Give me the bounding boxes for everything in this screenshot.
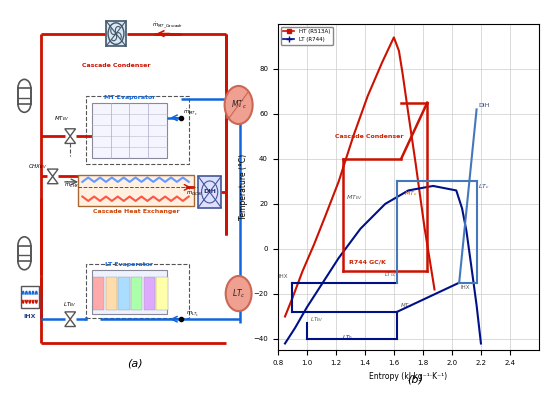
Bar	[86, 263, 189, 318]
Text: $MT_{EV}$: $MT_{EV}$	[346, 193, 363, 202]
HT (R513A)	[282, 314, 288, 319]
Bar	[198, 176, 221, 207]
LT (R744)	[304, 305, 310, 310]
LT (R744)	[430, 183, 436, 188]
HT (R513A)	[405, 111, 411, 116]
HT (R513A)	[431, 287, 438, 292]
LT (R744)	[468, 260, 474, 265]
Bar	[93, 277, 104, 310]
LT (R744)	[405, 188, 411, 193]
Text: $\dot{m}_{MT\_Cascade}$: $\dot{m}_{MT\_Cascade}$	[152, 21, 183, 30]
Text: (b): (b)	[408, 374, 423, 384]
LT (R744)	[336, 256, 342, 260]
Bar	[18, 88, 31, 103]
Text: $\dot{m}_{GC/K}$: $\dot{m}_{GC/K}$	[186, 189, 204, 197]
Text: LT Evaporator: LT Evaporator	[106, 262, 153, 267]
HT (R513A)	[399, 71, 406, 76]
Text: $LT_0$: $LT_0$	[342, 333, 353, 342]
HT (R513A)	[421, 224, 428, 229]
Text: $MT_{EV}$: $MT_{EV}$	[54, 114, 70, 123]
Circle shape	[226, 276, 251, 311]
Polygon shape	[65, 319, 75, 326]
Text: $MT_c$: $MT_c$	[404, 189, 417, 198]
Bar	[92, 270, 167, 314]
LT (R744)	[463, 228, 470, 233]
Text: $\dot{m}_{CHX}$: $\dot{m}_{CHX}$	[64, 181, 79, 190]
Text: R744 GC/K: R744 GC/K	[349, 260, 386, 265]
Text: IHX: IHX	[461, 285, 470, 291]
Line: HT (R513A): HT (R513A)	[285, 37, 435, 316]
Text: MT Evaporator: MT Evaporator	[104, 95, 155, 100]
Bar	[118, 277, 130, 310]
Bar	[131, 277, 142, 310]
HT (R513A)	[336, 179, 342, 184]
Bar	[78, 175, 194, 206]
LT (R744)	[357, 226, 364, 231]
LT (R744)	[292, 325, 299, 330]
Bar	[21, 286, 38, 308]
HT (R513A)	[412, 161, 419, 166]
Polygon shape	[47, 169, 58, 176]
LT (R744)	[474, 303, 480, 308]
HT (R513A)	[311, 242, 317, 247]
Text: $MT_c$: $MT_c$	[230, 99, 246, 111]
Text: $LT_c$: $LT_c$	[478, 182, 490, 191]
Bar	[106, 21, 126, 47]
Polygon shape	[47, 176, 58, 184]
Polygon shape	[65, 129, 75, 136]
HT (R513A)	[350, 134, 356, 139]
Text: Cascade Condenser: Cascade Condenser	[82, 63, 150, 68]
HT (R513A)	[365, 94, 371, 98]
Bar	[18, 246, 31, 261]
LT (R744)	[382, 201, 388, 206]
LT (R744)	[477, 341, 484, 346]
Polygon shape	[65, 136, 75, 143]
Line: LT (R744): LT (R744)	[285, 186, 481, 343]
HT (R513A)	[395, 49, 402, 53]
Text: $CHX_{EV}$: $CHX_{EV}$	[28, 162, 47, 171]
HT (R513A)	[322, 213, 329, 218]
X-axis label: Entropy (kJ·kg⁻¹·K⁻¹): Entropy (kJ·kg⁻¹·K⁻¹)	[369, 371, 448, 380]
LT (R744)	[459, 206, 465, 211]
Text: Cascade Condenser: Cascade Condenser	[335, 134, 404, 139]
Text: IHX: IHX	[24, 314, 36, 319]
LT (R744)	[282, 341, 288, 346]
HT (R513A)	[390, 35, 397, 40]
HT (R513A)	[390, 35, 397, 40]
Bar	[144, 277, 155, 310]
Bar	[106, 277, 117, 310]
Text: $\dot{m}_{MT_c}$: $\dot{m}_{MT_c}$	[183, 107, 198, 118]
Text: $LT_c$: $LT_c$	[232, 287, 245, 300]
Text: (a): (a)	[127, 359, 142, 369]
Polygon shape	[65, 312, 75, 319]
LT (R744)	[453, 188, 460, 193]
LT (R744)	[453, 188, 460, 193]
Bar	[156, 277, 168, 310]
Text: $\dot{m}_{LT_c}$: $\dot{m}_{LT_c}$	[186, 309, 200, 319]
Y-axis label: Temperature (°C): Temperature (°C)	[239, 154, 248, 220]
Text: $LT_{EV}$: $LT_{EV}$	[310, 315, 324, 324]
Text: $LT_{EV}$: $LT_{EV}$	[63, 300, 77, 309]
Text: Cascade Heat Exchanger: Cascade Heat Exchanger	[93, 209, 179, 215]
Text: $MT_s$: $MT_s$	[400, 301, 412, 310]
Text: $LT_{GC}$: $LT_{GC}$	[384, 270, 398, 279]
Legend: HT (R513A), LT (R744): HT (R513A), LT (R744)	[280, 27, 333, 45]
Bar	[86, 96, 189, 164]
Bar	[92, 103, 167, 158]
Text: IHX: IHX	[278, 274, 288, 279]
HT (R513A)	[289, 296, 295, 301]
HT (R513A)	[379, 60, 386, 64]
LT (R744)	[318, 283, 324, 287]
Text: DIH: DIH	[203, 189, 216, 195]
Circle shape	[224, 86, 252, 124]
HT (R513A)	[299, 269, 306, 274]
Text: DIH: DIH	[478, 103, 490, 108]
